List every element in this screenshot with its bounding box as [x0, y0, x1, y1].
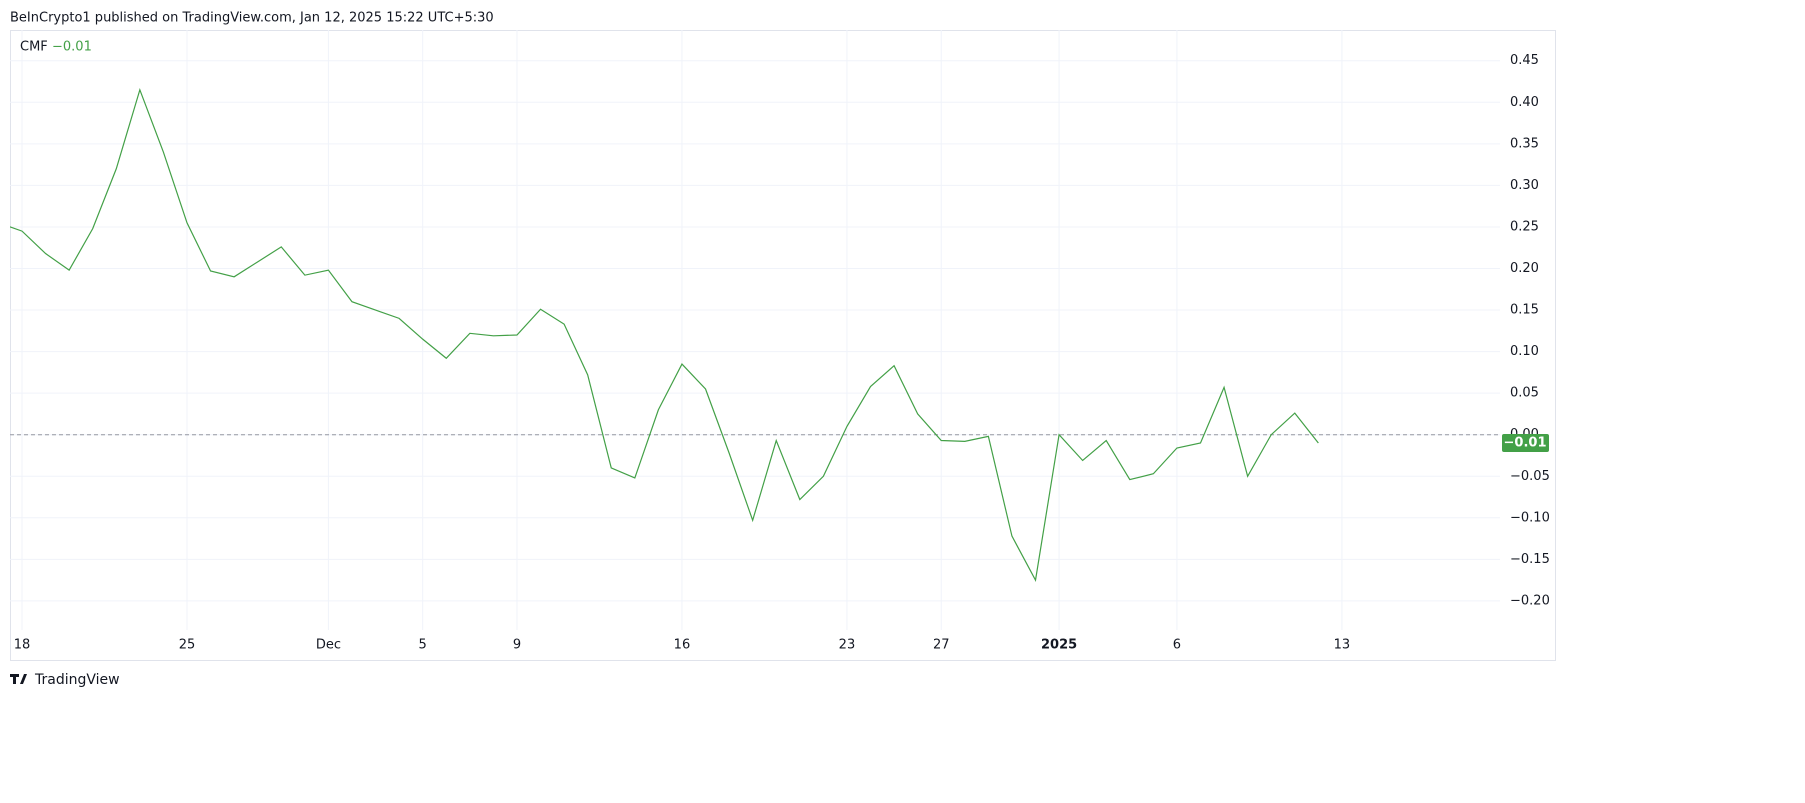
- x-tick-label: Dec: [316, 638, 341, 653]
- y-tick-label: 0.05: [1510, 386, 1539, 401]
- x-tick-label: 16: [674, 638, 691, 653]
- x-tick-label: 27: [933, 638, 950, 653]
- y-tick-label: −0.10: [1510, 510, 1550, 525]
- grid: [10, 30, 1500, 630]
- y-tick-label: −0.20: [1510, 593, 1550, 608]
- tradingview-logo: [10, 674, 27, 684]
- indicator-name: CMF: [20, 40, 48, 55]
- x-tick-label: 2025: [1041, 638, 1077, 653]
- plot: [10, 87, 1500, 582]
- y-tick-label: 0.25: [1510, 219, 1539, 234]
- x-tick-label: 18: [14, 638, 31, 653]
- x-tick-label: 25: [179, 638, 196, 653]
- y-tick-label: 0.35: [1510, 136, 1539, 151]
- y-tick-label: −0.15: [1510, 552, 1550, 567]
- last-value-label: −0.01: [1504, 436, 1547, 451]
- y-tick-label: 0.20: [1510, 261, 1539, 276]
- x-tick-label: 23: [839, 638, 856, 653]
- y-tick-label: 0.15: [1510, 303, 1539, 318]
- cmf-line: [10, 87, 1319, 582]
- header: BeInCrypto1 published on TradingView.com…: [10, 11, 494, 26]
- x-tick-label: 9: [513, 638, 521, 653]
- x-tick-label: 6: [1173, 638, 1181, 653]
- y-tick-label: 0.10: [1510, 344, 1539, 359]
- y-tick-label: 0.45: [1510, 53, 1539, 68]
- axes: 0.450.400.350.300.250.200.150.100.050.00…: [14, 53, 1550, 652]
- last-value-badge: [1502, 434, 1549, 453]
- footer-brand: TradingView: [34, 672, 120, 688]
- y-tick-label: 0.40: [1510, 95, 1539, 110]
- indicator-value: −0.01: [52, 40, 92, 55]
- x-tick-label: 5: [419, 638, 427, 653]
- chart-frame: [10, 30, 1556, 661]
- y-tick-label: −0.05: [1510, 469, 1550, 484]
- x-tick-label: 13: [1334, 638, 1351, 653]
- y-tick-label: 0.30: [1510, 178, 1539, 193]
